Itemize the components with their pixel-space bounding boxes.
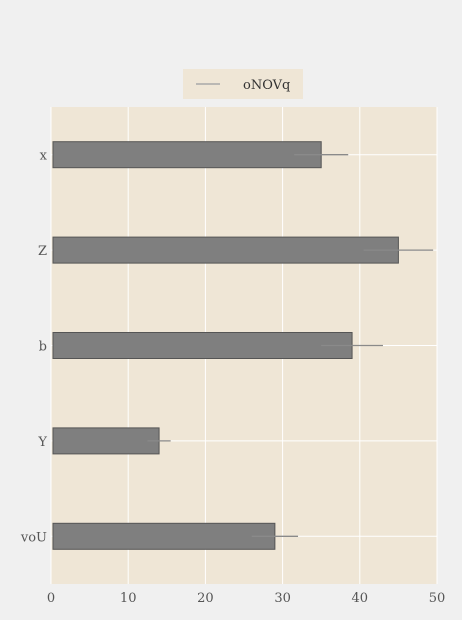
- bar-Z: [52, 236, 399, 264]
- x-tick-label: 10: [120, 591, 137, 606]
- error-bars: [147, 154, 434, 537]
- x-tick-label: 30: [274, 591, 291, 606]
- x-tick-label: 0: [47, 591, 55, 606]
- y-tick-label: voU: [20, 530, 47, 545]
- bar-b: [52, 332, 353, 359]
- x-tick-label: 50: [429, 591, 446, 606]
- bar-voU: [52, 522, 276, 550]
- y-tick-label: Y: [37, 435, 47, 450]
- y-tick-label: Z: [38, 244, 47, 259]
- y-tick-label: x: [40, 149, 48, 164]
- bar-Y: [52, 427, 160, 455]
- x-tick-label: 40: [352, 591, 369, 606]
- x-tick-label: 20: [197, 591, 214, 606]
- legend: oNOVq: [183, 69, 303, 99]
- bar-x: [52, 141, 322, 169]
- y-tick-label: b: [39, 340, 47, 355]
- legend-label: oNOVq: [243, 78, 290, 93]
- x-tick-labels: 0 10 20 30 40 50: [47, 591, 445, 606]
- bars: [52, 141, 399, 550]
- y-tick-labels: voU Yb Zx: [20, 149, 48, 546]
